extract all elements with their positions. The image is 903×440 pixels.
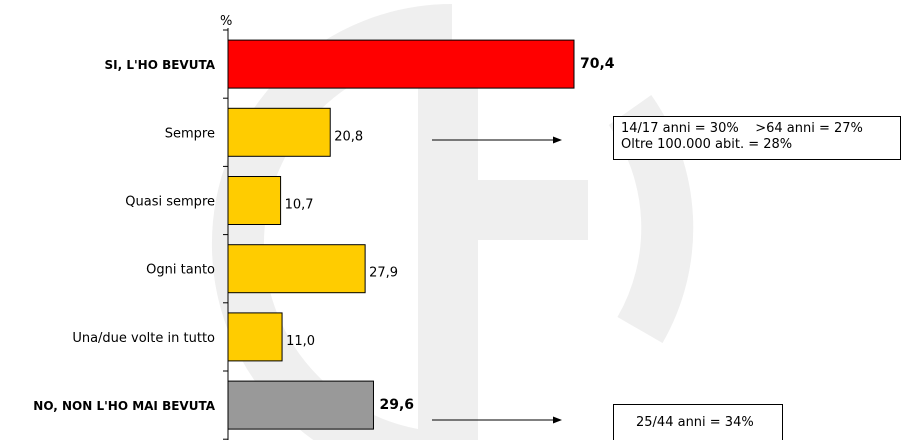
category-label-2: Quasi sempre xyxy=(125,195,215,210)
sempre-note-box: 14/17 anni = 30% >64 anni = 27% Oltre 10… xyxy=(613,116,901,160)
watermark-logo xyxy=(212,4,694,440)
bar-0 xyxy=(227,39,575,89)
bar-2 xyxy=(227,176,282,225)
category-label-3: Ogni tanto xyxy=(146,263,215,278)
mai-note-line-1: 25/44 anni = 34% xyxy=(636,415,754,430)
sempre-note-line-2: Oltre 100.000 abit. = 28% xyxy=(621,137,793,152)
value-label-4: 11,0 xyxy=(286,334,315,349)
mai-note-box: 25/44 anni = 34% xyxy=(613,404,783,440)
bar-1 xyxy=(227,107,331,157)
bar-5 xyxy=(227,380,374,430)
value-label-1: 20,8 xyxy=(334,129,363,144)
category-label-5: NO, NON L'HO MAI BEVUTA xyxy=(33,399,215,413)
bar-4 xyxy=(227,312,283,362)
category-label-1: Sempre xyxy=(165,126,215,141)
bar-3 xyxy=(227,244,366,294)
sempre-note-line-1: 14/17 anni = 30% >64 anni = 27% xyxy=(621,121,863,136)
value-label-5: 29,6 xyxy=(379,397,414,413)
sempre-arrow xyxy=(432,136,562,144)
category-label-0: SI, L'HO BEVUTA xyxy=(104,58,215,72)
category-label-4: Una/due volte in tutto xyxy=(72,331,215,346)
y-axis-unit-label: % xyxy=(220,14,232,29)
value-label-2: 10,7 xyxy=(285,198,314,213)
value-label-0: 70,4 xyxy=(580,56,615,72)
mai-arrow xyxy=(432,416,562,424)
value-label-3: 27,9 xyxy=(369,266,398,281)
